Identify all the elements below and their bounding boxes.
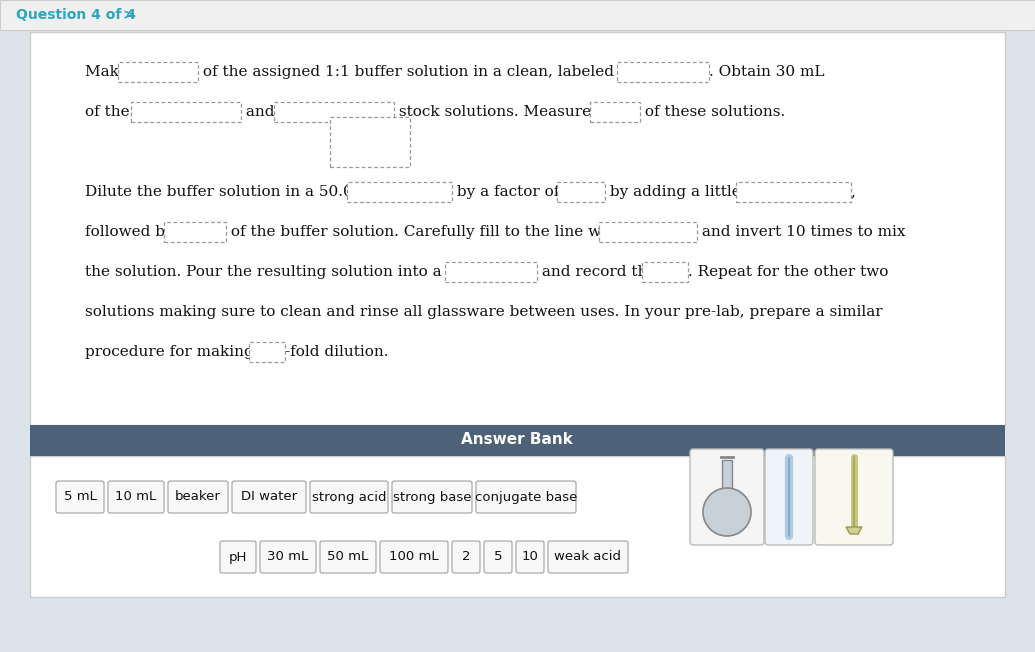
FancyBboxPatch shape bbox=[690, 449, 764, 545]
FancyBboxPatch shape bbox=[548, 541, 628, 573]
Text: ,: , bbox=[851, 185, 856, 199]
FancyBboxPatch shape bbox=[557, 182, 604, 202]
FancyBboxPatch shape bbox=[330, 117, 410, 167]
FancyBboxPatch shape bbox=[452, 541, 480, 573]
Text: pH: pH bbox=[229, 550, 247, 563]
Text: DI water: DI water bbox=[241, 490, 297, 503]
Text: solutions making sure to clean and rinse all glassware between uses. In your pre: solutions making sure to clean and rinse… bbox=[85, 305, 883, 319]
Text: Question 4 of 4: Question 4 of 4 bbox=[16, 8, 136, 22]
Text: Dilute the buffer solution in a 50.0 mL: Dilute the buffer solution in a 50.0 mL bbox=[85, 185, 387, 199]
Text: 5: 5 bbox=[494, 550, 502, 563]
Text: of the assigned 1:1 buffer solution in a clean, labeled 100 mL: of the assigned 1:1 buffer solution in a… bbox=[198, 65, 682, 79]
Circle shape bbox=[703, 488, 751, 536]
Text: 10: 10 bbox=[522, 550, 538, 563]
FancyBboxPatch shape bbox=[642, 262, 688, 282]
FancyBboxPatch shape bbox=[164, 222, 226, 242]
Text: of the buffer solution. Carefully fill to the line with: of the buffer solution. Carefully fill t… bbox=[226, 225, 626, 239]
FancyBboxPatch shape bbox=[736, 182, 851, 202]
Text: of the: of the bbox=[85, 105, 135, 119]
FancyBboxPatch shape bbox=[168, 481, 228, 513]
FancyBboxPatch shape bbox=[56, 481, 104, 513]
FancyBboxPatch shape bbox=[273, 102, 393, 122]
Text: 5 mL: 5 mL bbox=[63, 490, 96, 503]
Text: strong acid: strong acid bbox=[312, 490, 386, 503]
Text: conjugate base: conjugate base bbox=[475, 490, 578, 503]
FancyBboxPatch shape bbox=[30, 456, 1005, 597]
Text: Make: Make bbox=[85, 65, 132, 79]
Text: -fold dilution.: -fold dilution. bbox=[285, 345, 388, 359]
FancyBboxPatch shape bbox=[617, 62, 709, 82]
FancyBboxPatch shape bbox=[380, 541, 448, 573]
FancyBboxPatch shape bbox=[516, 541, 544, 573]
FancyBboxPatch shape bbox=[30, 425, 1005, 456]
Text: followed by: followed by bbox=[85, 225, 178, 239]
FancyBboxPatch shape bbox=[220, 541, 256, 573]
FancyBboxPatch shape bbox=[347, 182, 452, 202]
Polygon shape bbox=[722, 460, 732, 492]
Text: by a factor of: by a factor of bbox=[452, 185, 564, 199]
Text: 30 mL: 30 mL bbox=[267, 550, 308, 563]
Text: procedure for making the: procedure for making the bbox=[85, 345, 289, 359]
FancyBboxPatch shape bbox=[484, 541, 512, 573]
Text: and record the: and record the bbox=[537, 265, 661, 279]
Polygon shape bbox=[846, 527, 862, 534]
Text: stock solutions. Measure the: stock solutions. Measure the bbox=[393, 105, 625, 119]
FancyBboxPatch shape bbox=[320, 541, 376, 573]
Text: and invert 10 times to mix: and invert 10 times to mix bbox=[697, 225, 906, 239]
Text: beaker: beaker bbox=[175, 490, 220, 503]
Text: >: > bbox=[122, 8, 134, 22]
FancyBboxPatch shape bbox=[815, 449, 893, 545]
Text: the solution. Pour the resulting solution into a clean: the solution. Pour the resulting solutio… bbox=[85, 265, 493, 279]
FancyBboxPatch shape bbox=[248, 342, 285, 362]
Text: and: and bbox=[241, 105, 279, 119]
FancyBboxPatch shape bbox=[590, 102, 640, 122]
FancyBboxPatch shape bbox=[30, 32, 1005, 425]
Text: . Obtain 30 mL: . Obtain 30 mL bbox=[709, 65, 825, 79]
FancyBboxPatch shape bbox=[0, 0, 1035, 30]
Text: strong base: strong base bbox=[392, 490, 471, 503]
Text: 100 mL: 100 mL bbox=[389, 550, 439, 563]
FancyBboxPatch shape bbox=[130, 102, 241, 122]
FancyBboxPatch shape bbox=[445, 262, 537, 282]
FancyBboxPatch shape bbox=[118, 62, 198, 82]
FancyBboxPatch shape bbox=[108, 481, 164, 513]
Text: 50 mL: 50 mL bbox=[327, 550, 368, 563]
Text: by adding a little: by adding a little bbox=[604, 185, 745, 199]
FancyBboxPatch shape bbox=[232, 481, 306, 513]
FancyBboxPatch shape bbox=[310, 481, 388, 513]
Text: . Repeat for the other two: . Repeat for the other two bbox=[688, 265, 888, 279]
Text: 2: 2 bbox=[462, 550, 470, 563]
FancyBboxPatch shape bbox=[599, 222, 697, 242]
Text: weak acid: weak acid bbox=[555, 550, 621, 563]
FancyBboxPatch shape bbox=[765, 449, 814, 545]
Text: 10 mL: 10 mL bbox=[115, 490, 156, 503]
Text: of these solutions.: of these solutions. bbox=[640, 105, 786, 119]
FancyBboxPatch shape bbox=[392, 481, 472, 513]
FancyBboxPatch shape bbox=[260, 541, 316, 573]
FancyBboxPatch shape bbox=[476, 481, 576, 513]
Text: Answer Bank: Answer Bank bbox=[461, 432, 573, 447]
